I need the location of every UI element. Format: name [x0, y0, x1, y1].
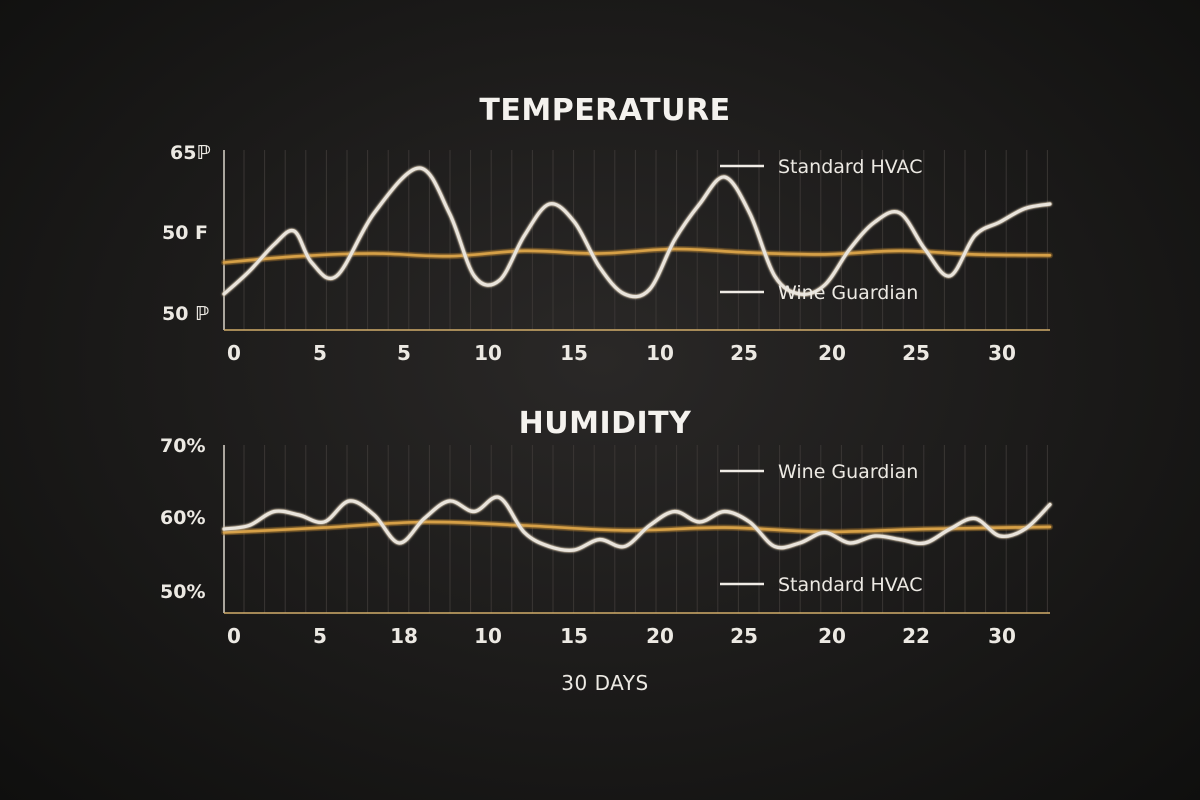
humidity-y-tick-mid: 60% — [160, 507, 205, 529]
humidity-y-tick-bottom: 50% — [160, 581, 205, 603]
x-tick-label: 30 — [988, 341, 1016, 365]
temperature-title: TEMPERATURE — [479, 93, 730, 128]
x-tick-label: 20 — [646, 624, 674, 648]
temperature-y-tick-top: 65ℙ — [170, 142, 211, 164]
x-tick-label: 10 — [474, 624, 502, 648]
x-tick-label: 10 — [646, 341, 674, 365]
x-tick-label: 5 — [397, 341, 411, 365]
temperature-legend: Standard HVAC Wine Guardian — [720, 156, 922, 304]
x-tick-label: 20 — [818, 624, 846, 648]
x-tick-label: 18 — [390, 624, 418, 648]
temperature-y-tick-bottom: 50 ℙ — [162, 303, 209, 325]
standard-hvac-line — [222, 166, 1052, 299]
temperature-grid — [243, 150, 1048, 330]
humidity-legend-wine-guardian: Wine Guardian — [778, 461, 918, 483]
x-axis-caption: 30 DAYS — [561, 671, 648, 695]
temperature-series — [221, 165, 1053, 300]
humidity-grid — [243, 445, 1048, 613]
humidity-chart: HUMIDITY 70% 60% 50% 0 5 18 10 15 20 25 20 22 30 … — [160, 406, 1053, 648]
humidity-x-ticks: 0 5 18 10 15 20 25 20 22 30 — [227, 624, 1016, 648]
x-tick-label: 15 — [560, 624, 588, 648]
humidity-title: HUMIDITY — [519, 406, 693, 441]
x-tick-label: 15 — [560, 341, 588, 365]
standard-hvac-line-shadow — [221, 165, 1053, 300]
humidity-legend: Wine Guardian Standard HVAC — [720, 461, 922, 596]
x-tick-label: 25 — [730, 341, 758, 365]
x-tick-label: 20 — [818, 341, 846, 365]
x-tick-label: 25 — [902, 341, 930, 365]
standard-hvac-line — [222, 495, 1052, 552]
humidity-series — [221, 494, 1053, 553]
humidity-y-tick-top: 70% — [160, 435, 205, 457]
wine-guardian-line — [222, 247, 1052, 264]
x-tick-label: 0 — [227, 624, 241, 648]
temperature-chart: TEMPERATURE 65ℙ 50 F 50 ℙ 0 5 5 10 15 10 25 20 2… — [162, 93, 1053, 365]
wine-guardian-line — [222, 520, 1052, 534]
x-tick-label: 22 — [902, 624, 930, 648]
temperature-x-ticks: 0 5 5 10 15 10 25 20 25 30 — [227, 341, 1016, 365]
x-tick-label: 25 — [730, 624, 758, 648]
x-tick-label: 5 — [313, 341, 327, 365]
x-tick-label: 10 — [474, 341, 502, 365]
humidity-legend-standard-hvac: Standard HVAC — [778, 574, 922, 596]
x-tick-label: 5 — [313, 624, 327, 648]
temperature-legend-wine-guardian: Wine Guardian — [778, 282, 918, 304]
temperature-y-tick-mid: 50 F — [162, 222, 208, 244]
temperature-legend-standard-hvac: Standard HVAC — [778, 156, 922, 178]
x-tick-label: 30 — [988, 624, 1016, 648]
x-tick-label: 0 — [227, 341, 241, 365]
